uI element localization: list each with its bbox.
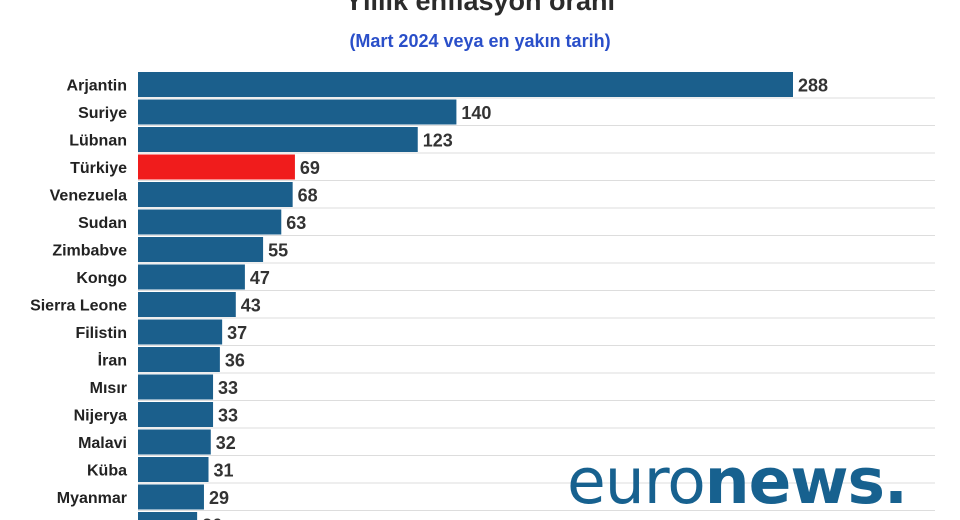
value-label: 36 (225, 351, 245, 371)
bar (138, 154, 295, 180)
value-label: 288 (798, 76, 828, 96)
bar (138, 512, 198, 520)
category-label: Suriye (78, 105, 127, 122)
category-label: Sierra Leone (30, 298, 127, 315)
bar (138, 484, 204, 510)
value-label: 63 (286, 213, 306, 233)
bar (138, 402, 214, 427)
logo-part-news: news. (704, 445, 908, 518)
logo-part-euro: euro (567, 445, 706, 518)
value-label: 33 (218, 378, 238, 398)
bar (138, 374, 214, 400)
category-label: Zimbabve (52, 243, 127, 260)
bar (138, 429, 211, 455)
value-label: 26 (202, 516, 222, 520)
category-label: Malavi (78, 435, 127, 452)
value-label: 31 (214, 461, 234, 481)
value-label: 55 (268, 241, 288, 261)
bar (138, 127, 418, 152)
bar (138, 237, 264, 262)
value-label: 123 (423, 131, 453, 151)
category-label: Myanmar (57, 490, 127, 507)
bar (138, 457, 209, 482)
category-label: Nijerya (74, 408, 127, 425)
category-label: Arjantin (67, 78, 127, 95)
chart-subtitle: (Mart 2024 veya en yakın tarih) (349, 31, 611, 51)
category-label: Kongo (76, 270, 127, 287)
category-label: Lübnan (69, 133, 127, 150)
bar (138, 264, 245, 290)
category-label: Venezuela (50, 188, 127, 205)
bar (138, 182, 293, 207)
bar (138, 347, 220, 372)
bar (138, 319, 223, 345)
bar (138, 292, 236, 317)
value-label: 43 (241, 296, 261, 316)
category-label: İran (98, 352, 127, 370)
bar (138, 99, 457, 125)
category-label: Filistin (75, 325, 127, 342)
bar (138, 72, 793, 97)
value-label: 68 (298, 186, 318, 206)
value-label: 32 (216, 433, 236, 453)
chart-title: Yıllık enflasyon oranı (344, 0, 616, 16)
bar (138, 209, 282, 235)
category-label: Küba (87, 463, 127, 480)
category-label: Türkiye (70, 160, 127, 177)
value-label: 69 (300, 158, 320, 178)
value-label: 29 (209, 488, 229, 508)
value-label: 47 (250, 268, 270, 288)
euronews-logo: euronews. (567, 450, 908, 513)
category-label: Sudan (78, 215, 127, 232)
value-label: 37 (227, 323, 247, 343)
value-label: 33 (218, 406, 238, 426)
category-label: Mısır (90, 380, 127, 397)
value-label: 140 (461, 103, 491, 123)
